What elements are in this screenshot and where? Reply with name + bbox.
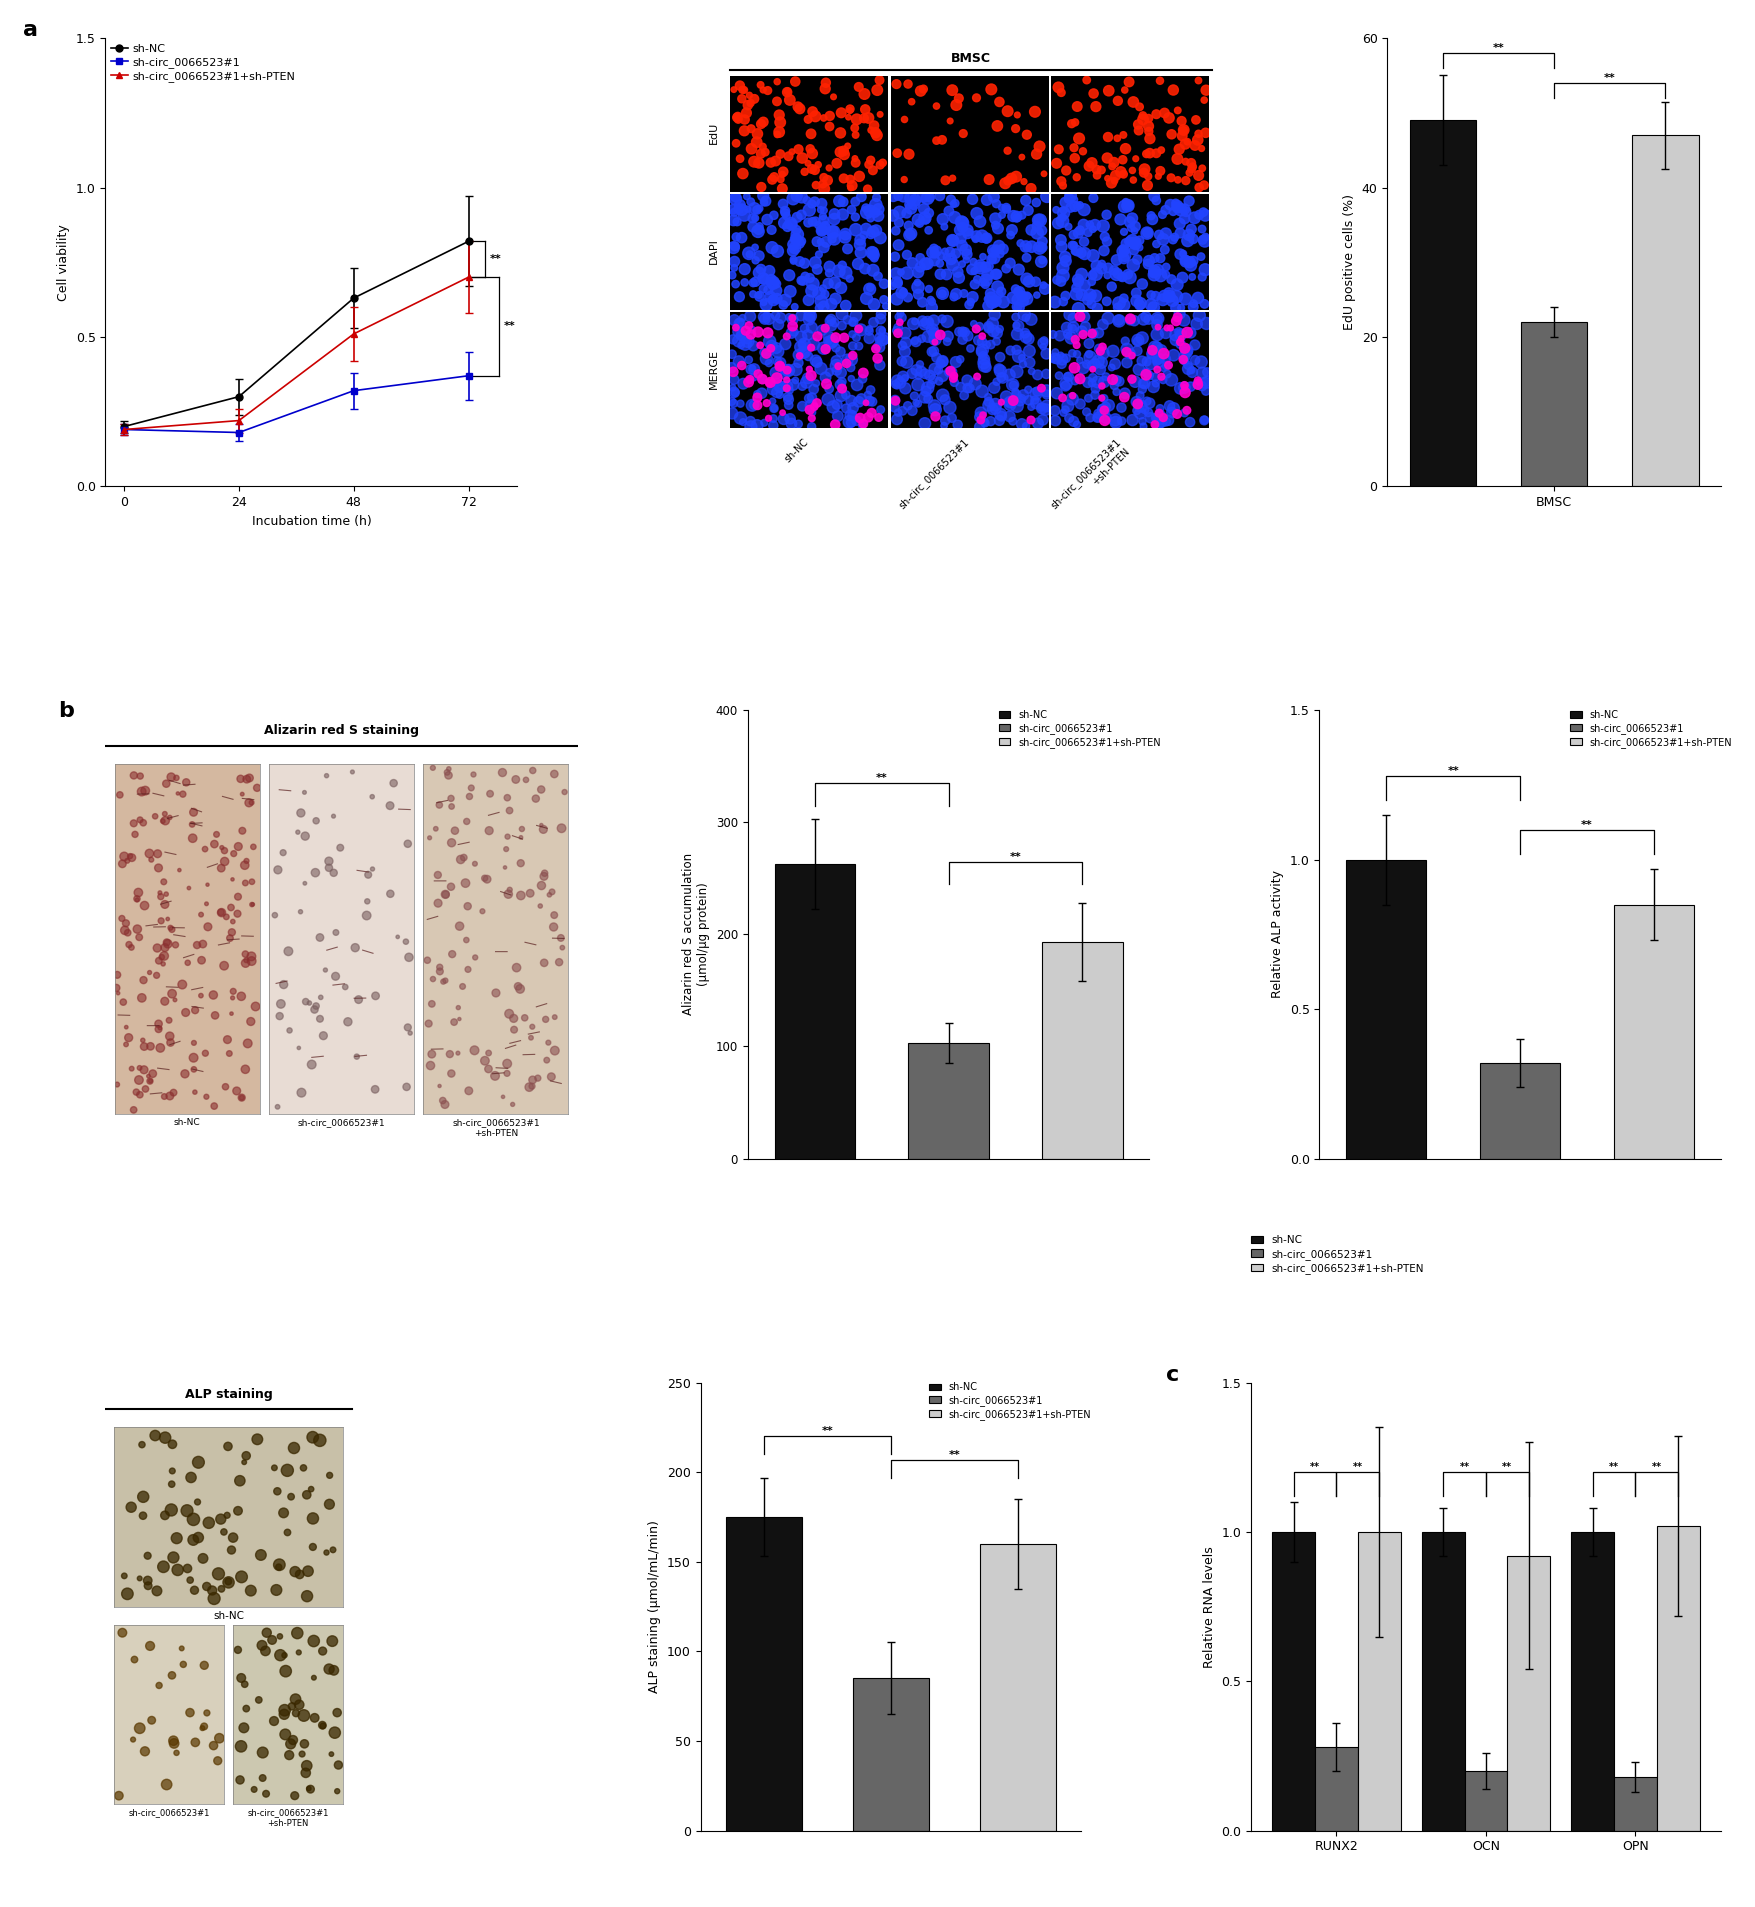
Bar: [1051, 76, 1209, 193]
Bar: [1314, 1747, 1357, 1831]
Bar: [1571, 1531, 1613, 1831]
Bar: [1464, 1772, 1506, 1831]
Text: b: b: [58, 702, 74, 721]
Text: **: **: [948, 1449, 960, 1459]
Bar: [890, 313, 1048, 427]
Y-axis label: EdU positive cells (%): EdU positive cells (%): [1343, 195, 1355, 330]
Text: **: **: [1309, 1463, 1320, 1472]
Text: EdU: EdU: [709, 122, 720, 145]
Y-axis label: Cell viability: Cell viability: [58, 223, 70, 301]
Bar: [979, 1545, 1055, 1831]
Text: DAPI: DAPI: [709, 238, 720, 263]
X-axis label: Incubation time (h): Incubation time (h): [251, 515, 370, 528]
Text: sh-circ_0066523#1: sh-circ_0066523#1: [298, 1118, 384, 1127]
Y-axis label: Alizarin red S accumulation
(μmol/μg protein): Alizarin red S accumulation (μmol/μg pro…: [683, 852, 709, 1016]
Bar: [1272, 1531, 1314, 1831]
Text: **: **: [821, 1426, 832, 1436]
Text: **: **: [1492, 44, 1504, 53]
Text: **: **: [1502, 1463, 1511, 1472]
Bar: [1506, 1556, 1550, 1831]
Bar: [890, 76, 1048, 193]
Bar: [1479, 1062, 1560, 1158]
Bar: [730, 313, 888, 427]
Y-axis label: Relative ALP activity: Relative ALP activity: [1271, 870, 1283, 999]
Legend: sh-NC, sh-circ_0066523#1, sh-circ_0066523#1+sh-PTEN: sh-NC, sh-circ_0066523#1, sh-circ_006652…: [1565, 706, 1736, 751]
Text: **: **: [1351, 1463, 1362, 1472]
Bar: [1613, 1777, 1657, 1831]
Text: **: **: [504, 322, 514, 332]
Legend: sh-NC, sh-circ_0066523#1, sh-circ_0066523#1+sh-PTEN: sh-NC, sh-circ_0066523#1, sh-circ_006652…: [993, 706, 1164, 751]
Text: **: **: [1458, 1463, 1469, 1472]
Text: sh-circ_0066523#1
+sh-PTEN: sh-circ_0066523#1 +sh-PTEN: [247, 1808, 328, 1827]
Text: sh-circ_0066523#1: sh-circ_0066523#1: [128, 1808, 209, 1817]
Bar: [1346, 860, 1425, 1158]
Bar: [1657, 1526, 1699, 1831]
Text: Alizarin red S staining: Alizarin red S staining: [263, 725, 419, 738]
Bar: [1051, 313, 1209, 427]
Bar: [853, 1678, 928, 1831]
Bar: [1613, 904, 1694, 1158]
Bar: [730, 76, 888, 193]
Bar: [1409, 120, 1476, 486]
Text: ALP staining: ALP staining: [184, 1388, 272, 1400]
Bar: [1357, 1531, 1400, 1831]
Text: sh-circ_0066523#1
+sh-PTEN: sh-circ_0066523#1 +sh-PTEN: [451, 1118, 539, 1138]
Bar: [725, 1516, 802, 1831]
Text: **: **: [1580, 820, 1592, 830]
Legend: sh-NC, sh-circ_0066523#1, sh-circ_0066523#1+sh-PTEN: sh-NC, sh-circ_0066523#1, sh-circ_006652…: [925, 1379, 1095, 1425]
Bar: [1051, 195, 1209, 311]
Bar: [1422, 1531, 1464, 1831]
Text: MERGE: MERGE: [709, 349, 720, 389]
Text: **: **: [1446, 767, 1458, 776]
Legend: sh-NC, sh-circ_0066523#1, sh-circ_0066523#1+sh-PTEN: sh-NC, sh-circ_0066523#1, sh-circ_006652…: [1246, 1230, 1427, 1278]
Text: sh-NC: sh-NC: [783, 437, 809, 465]
Bar: [1630, 135, 1697, 486]
Bar: [774, 864, 855, 1158]
Legend: sh-NC, sh-circ_0066523#1, sh-circ_0066523#1+sh-PTEN: sh-NC, sh-circ_0066523#1, sh-circ_006652…: [111, 44, 295, 82]
Text: c: c: [1165, 1365, 1179, 1384]
Text: sh-NC: sh-NC: [174, 1118, 200, 1127]
Text: **: **: [1602, 72, 1615, 82]
Text: **: **: [490, 254, 502, 265]
Bar: [730, 195, 888, 311]
Bar: [1042, 942, 1121, 1158]
Text: sh-circ_0066523#1
+sh-PTEN: sh-circ_0066523#1 +sh-PTEN: [1048, 437, 1130, 519]
Y-axis label: Relative RNA levels: Relative RNA levels: [1202, 1547, 1214, 1667]
Bar: [1520, 322, 1587, 486]
Bar: [890, 195, 1048, 311]
Text: **: **: [1009, 852, 1021, 862]
Text: **: **: [876, 772, 886, 784]
Y-axis label: ALP staining (μmol/mL/min): ALP staining (μmol/mL/min): [648, 1520, 662, 1693]
Text: **: **: [1651, 1463, 1660, 1472]
Text: **: **: [1608, 1463, 1618, 1472]
Text: BMSC: BMSC: [951, 51, 990, 65]
Text: sh-circ_0066523#1: sh-circ_0066523#1: [897, 437, 971, 511]
Bar: [907, 1043, 988, 1158]
Text: sh-NC: sh-NC: [212, 1611, 244, 1621]
Text: a: a: [23, 21, 39, 40]
